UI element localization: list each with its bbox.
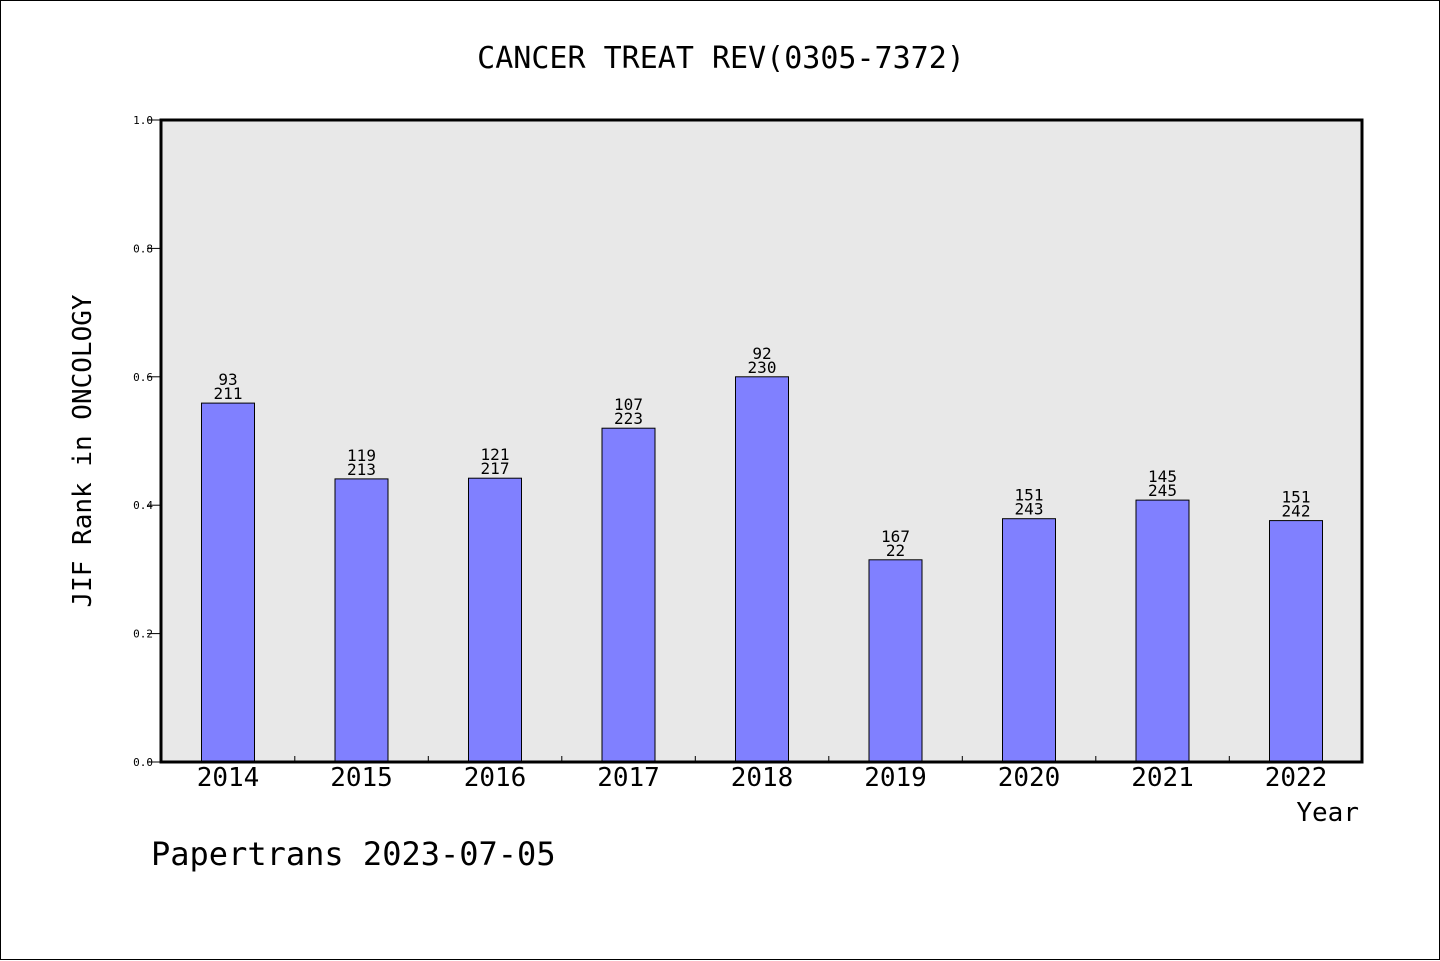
x-tick-label: 2014 (197, 763, 260, 793)
plot-frame (159, 118, 1364, 764)
bar-2016 (468, 477, 522, 763)
rank-label-2015: 119 (347, 446, 376, 465)
x-tick-label: 2020 (998, 763, 1061, 793)
bar-2021 (1135, 499, 1190, 763)
x-tick-label: 2017 (597, 763, 660, 793)
y-tick-label: 1.0 (133, 114, 153, 127)
rank-label-2017: 107 (614, 395, 643, 414)
x-tick-label: 2015 (330, 763, 393, 793)
rank-label-2021: 145 (1148, 467, 1177, 486)
bar-2022 (1269, 520, 1323, 763)
data-labels-layer: 9321111921312121710722392230167221512431… (214, 344, 1311, 560)
x-tick-label: 2019 (864, 763, 927, 793)
bar-2020 (1002, 518, 1056, 763)
bar-2015 (334, 478, 389, 763)
y-tick-label: 0.2 (133, 628, 153, 641)
y-axis: 0.0 0.2 0.4 0.6 0.8 1.0 (133, 114, 161, 769)
y-tick-label: 0.8 (133, 242, 153, 255)
footer-text: Papertrans 2023-07-05 (151, 835, 556, 873)
total-label-2022: 242 (1282, 502, 1311, 521)
bar-2019 (868, 559, 923, 763)
total-label-2017: 223 (614, 409, 643, 428)
total-label-2014: 211 (214, 384, 243, 403)
bar-2014 (201, 402, 255, 763)
total-label-2015: 213 (347, 460, 376, 479)
x-axis-label: Year (1296, 798, 1359, 828)
x-tick-label: 2021 (1131, 763, 1194, 793)
rank-label-2019: 167 (881, 527, 910, 546)
y-tick-label: 0.0 (133, 756, 153, 769)
y-tick-label: 0.4 (133, 499, 153, 512)
bar-2017 (601, 427, 656, 763)
total-label-2016: 217 (481, 459, 510, 478)
rank-label-2022: 151 (1282, 488, 1311, 507)
y-tick-label: 0.6 (133, 371, 153, 384)
x-tick-label: 2018 (731, 763, 794, 793)
x-tick-label: 2016 (464, 763, 527, 793)
x-tick-label: 2022 (1265, 763, 1328, 793)
chart-title: CANCER TREAT REV(0305-7372) (477, 41, 965, 76)
bar-2018 (735, 376, 789, 763)
y-axis-label: JIF Rank in ONCOLOGY (68, 294, 98, 607)
x-axis: 2014 2015 2016 2017 2018 2019 2020 2021 2022 (197, 756, 1328, 793)
total-label-2018: 230 (748, 358, 777, 377)
rank-label-2014: 93 (218, 370, 237, 389)
rank-label-2020: 151 (1015, 486, 1044, 505)
rank-label-2016: 121 (481, 445, 510, 464)
total-label-2021: 245 (1148, 481, 1177, 500)
total-label-2019: 22 (886, 541, 905, 560)
bars-layer (201, 376, 1323, 763)
rank-label-2018: 92 (752, 344, 771, 363)
total-label-2020: 243 (1015, 500, 1044, 519)
